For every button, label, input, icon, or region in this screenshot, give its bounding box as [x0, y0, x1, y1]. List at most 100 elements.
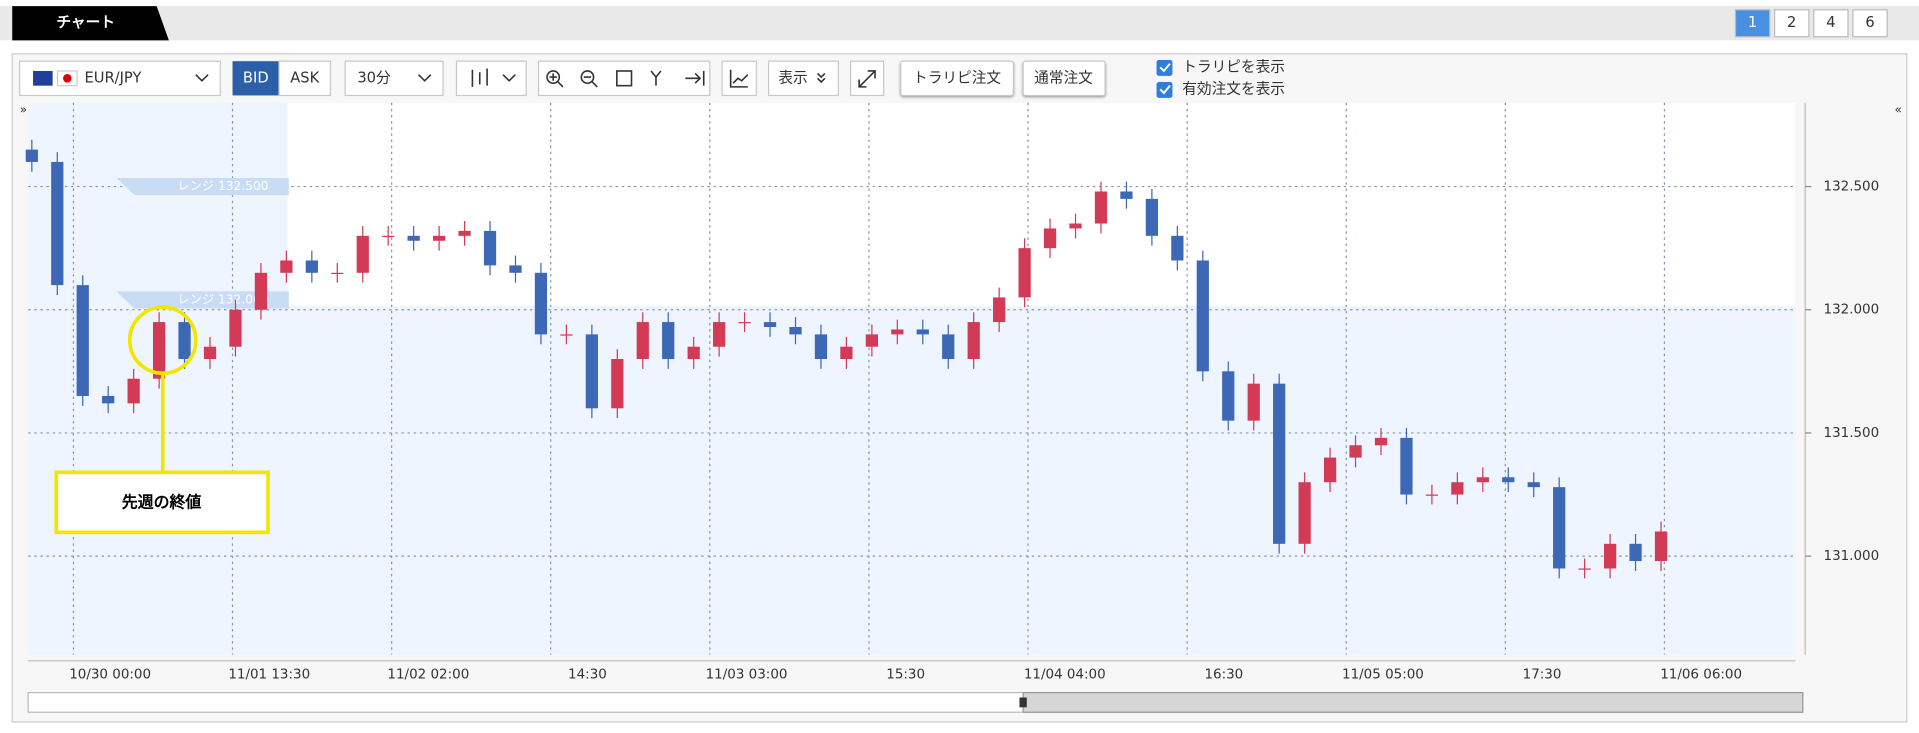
candle-body — [407, 235, 420, 241]
page-label: 4 — [1826, 14, 1835, 31]
normal-order-button[interactable] — [1022, 60, 1106, 97]
candle-body — [1425, 494, 1439, 496]
candle-body — [152, 322, 166, 379]
candle-body — [1145, 198, 1159, 236]
navigator-window[interactable] — [1022, 692, 1804, 713]
candle-body — [1654, 531, 1668, 562]
y-tick-label: 132.500 — [1824, 180, 1880, 195]
page-button[interactable] — [1813, 9, 1849, 38]
candle-body — [636, 322, 649, 360]
y-tick-label: 131.000 — [1824, 549, 1880, 564]
zoom-out[interactable] — [580, 70, 595, 85]
jump-end-icon[interactable] — [685, 70, 705, 86]
annotation-text: 先週の終値 — [122, 492, 202, 511]
candle-body — [993, 297, 1006, 323]
page-button[interactable] — [1852, 9, 1888, 38]
page-label: 2 — [1787, 14, 1796, 31]
collapse-left[interactable]: » — [20, 103, 27, 117]
x-tick-label: 14:30 — [568, 667, 607, 682]
page-button[interactable] — [1773, 9, 1810, 38]
candle-body — [789, 326, 802, 335]
candle-body — [814, 334, 828, 360]
x-tick-label: 11/06 06:00 — [1660, 667, 1742, 682]
candle-body — [1120, 191, 1133, 199]
candle-body — [25, 149, 38, 162]
range-label: レンジ 132.500 — [177, 179, 268, 193]
candle-body — [942, 334, 955, 360]
checkmark — [1159, 63, 1171, 73]
trarip-order: トラリピ注文 — [913, 69, 1001, 86]
candle-icon — [471, 68, 488, 87]
indicator-icon — [729, 69, 749, 88]
candle-body — [1018, 248, 1031, 298]
candle-body — [1196, 260, 1209, 372]
bid-button[interactable] — [232, 61, 280, 96]
checkmark — [1159, 85, 1171, 95]
symbol-select[interactable] — [18, 60, 221, 97]
candle-body — [916, 329, 929, 335]
tab[interactable] — [12, 6, 169, 41]
candle-body — [51, 161, 64, 286]
checkbox[interactable] — [1156, 59, 1173, 76]
candle-body — [1247, 383, 1260, 421]
collapse-right[interactable]: « — [1895, 103, 1902, 117]
candle-body — [1043, 228, 1057, 249]
candle-body — [1502, 477, 1515, 483]
zoom-in-icon — [549, 73, 564, 88]
candle-body — [1349, 445, 1362, 458]
zoom-group[interactable] — [537, 60, 711, 97]
candle-body — [432, 235, 446, 241]
candle-body — [1298, 482, 1311, 544]
page-label: 6 — [1865, 14, 1874, 31]
page-button[interactable] — [1734, 9, 1771, 38]
candle-body — [1374, 437, 1388, 446]
candle-body — [1171, 235, 1184, 261]
candle-body — [1069, 223, 1082, 229]
range-tag — [116, 291, 289, 309]
fit-icon[interactable] — [616, 70, 633, 87]
candle-body — [127, 378, 140, 404]
chevron — [417, 74, 432, 82]
flag-eu — [33, 70, 53, 86]
trarip-order-button[interactable] — [900, 60, 1014, 97]
candle-body — [967, 322, 980, 360]
zoom-in[interactable] — [546, 70, 561, 85]
candle-body — [483, 230, 497, 266]
navigator-handle[interactable] — [1019, 697, 1027, 708]
candle-body — [382, 235, 395, 238]
x-tick-label: 10/30 00:00 — [69, 667, 151, 682]
x-tick-label: 17:30 — [1523, 667, 1562, 682]
candle-body — [1400, 437, 1413, 495]
candle-body — [1273, 383, 1286, 544]
candle-body — [865, 334, 878, 347]
y-tick-label: 132.000 — [1824, 303, 1880, 318]
display-select[interactable] — [767, 60, 839, 97]
candle-body — [1629, 543, 1642, 562]
candle-body — [203, 346, 217, 360]
tab-label: チャート — [56, 14, 115, 31]
y-lock-icon[interactable] — [650, 70, 662, 86]
candle-body — [611, 359, 624, 409]
ask-label: ASK — [290, 69, 319, 86]
candle-body — [1527, 482, 1540, 488]
candle-body — [738, 322, 751, 324]
normal-order: 通常注文 — [1034, 69, 1093, 86]
candle-body — [891, 329, 904, 335]
checkbox[interactable] — [1156, 81, 1173, 98]
chart-type-select[interactable] — [455, 60, 527, 97]
candle-body — [76, 285, 89, 396]
plot-area-upper — [287, 102, 1796, 306]
candle-body — [585, 334, 598, 409]
candle-body — [534, 272, 548, 335]
candle-body — [1451, 482, 1464, 495]
flag-jp-dot — [63, 74, 72, 83]
checkbox-label: トラリピを表示 — [1182, 58, 1285, 75]
x-tick-label: 11/05 05:00 — [1342, 667, 1424, 682]
candle-body — [1578, 568, 1591, 570]
x-tick-label: 15:30 — [886, 667, 925, 682]
ask-button[interactable] — [278, 60, 332, 97]
x-tick-label: 11/01 13:30 — [228, 667, 310, 682]
candle-body — [560, 334, 573, 336]
fullscreen-icon — [858, 70, 876, 88]
candle-body — [1323, 457, 1337, 483]
